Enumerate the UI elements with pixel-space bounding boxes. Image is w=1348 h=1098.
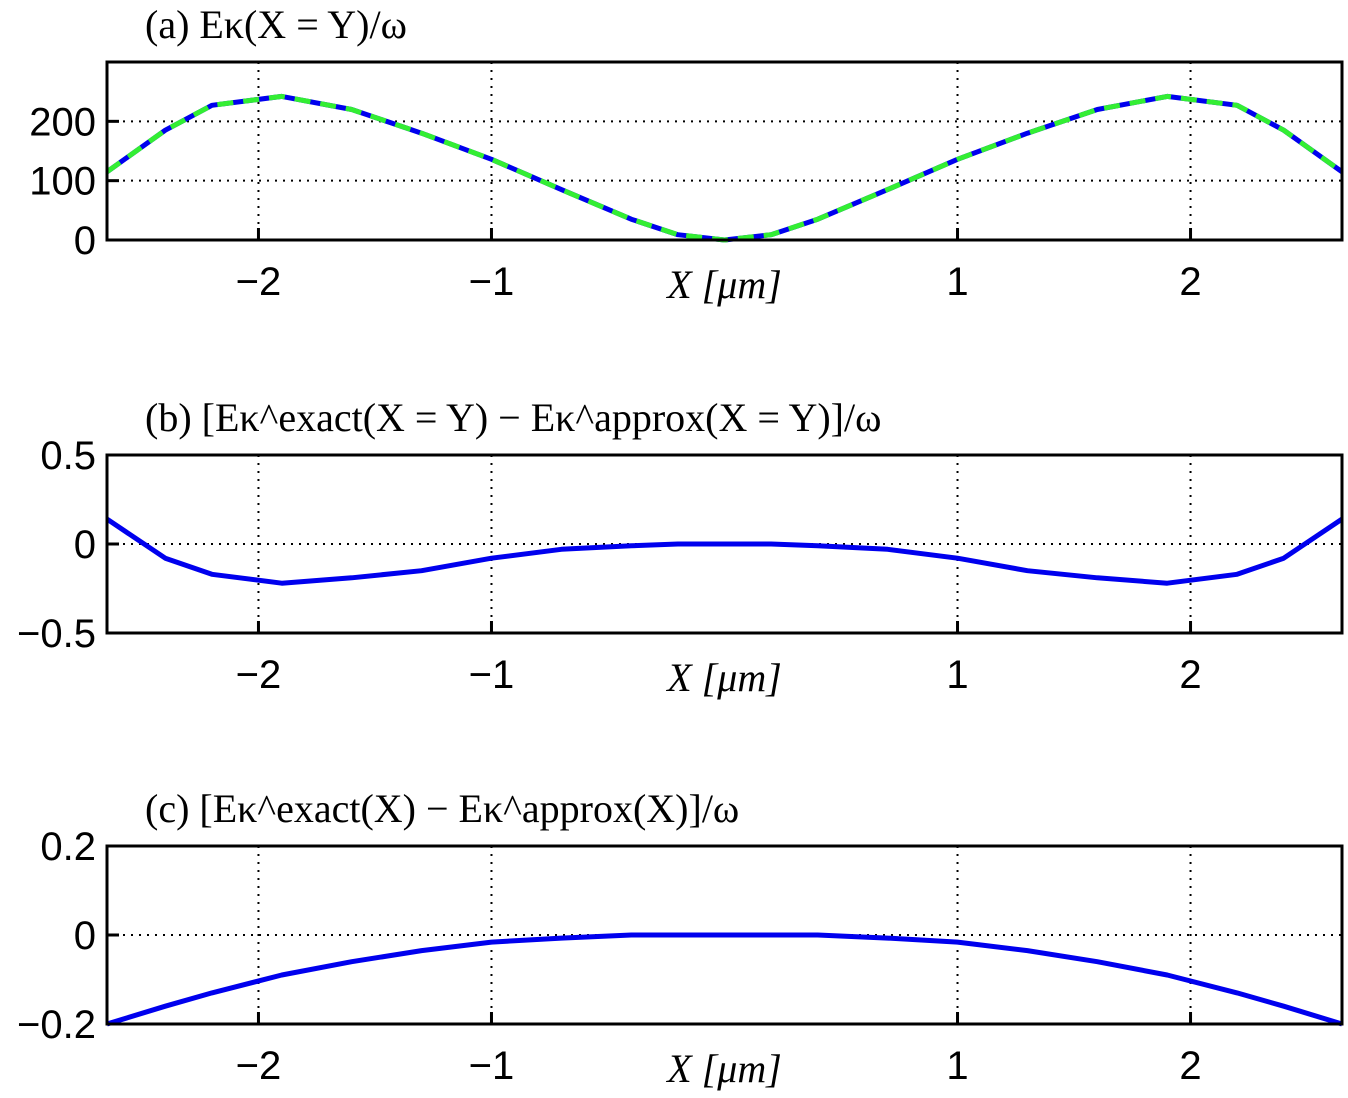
x-tick-label: −2 [236, 653, 282, 697]
axes-frame [105, 844, 1344, 1026]
x-tick-label: −2 [236, 1044, 282, 1088]
y-tick-label: 0 [74, 219, 96, 263]
x-axis-label: X [μm] [665, 655, 782, 700]
axes-frame [105, 453, 1344, 635]
y-tick-label: −0.2 [17, 1003, 96, 1047]
y-tick-label: 100 [29, 160, 96, 204]
data-line [105, 517, 1344, 586]
x-tick-label: −1 [469, 260, 515, 304]
y-tick-label: 0 [74, 523, 96, 567]
y-tick-label: 200 [29, 100, 96, 144]
x-tick-label: 2 [1179, 260, 1201, 304]
data-line [106, 932, 1343, 1027]
x-tick-label: 2 [1179, 1044, 1201, 1088]
y-tick-label: 0.5 [40, 434, 96, 478]
chart-title: (c) [Eκ^exact(X) − Eκ^approx(X)]/ω [145, 786, 739, 831]
data-line [105, 93, 1344, 243]
x-tick-label: 1 [946, 260, 968, 304]
x-tick-label: 2 [1179, 653, 1201, 697]
chart-title: (a) Eκ(X = Y)/ω [145, 2, 407, 47]
y-tick-label: 0 [74, 914, 96, 958]
x-tick-label: 1 [946, 653, 968, 697]
y-tick-label: 0.2 [40, 825, 96, 869]
axes-frame [105, 60, 1344, 242]
chart-title: (b) [Eκ^exact(X = Y) − Eκ^approx(X = Y)]… [145, 395, 881, 440]
x-axis-label: X [μm] [665, 1046, 782, 1091]
x-axis-label: X [μm] [665, 262, 782, 307]
x-tick-label: 1 [946, 1044, 968, 1088]
x-tick-label: −2 [236, 260, 282, 304]
x-tick-label: −1 [469, 653, 515, 697]
y-tick-label: −0.5 [17, 612, 96, 656]
x-tick-label: −1 [469, 1044, 515, 1088]
data-line [105, 93, 1344, 243]
